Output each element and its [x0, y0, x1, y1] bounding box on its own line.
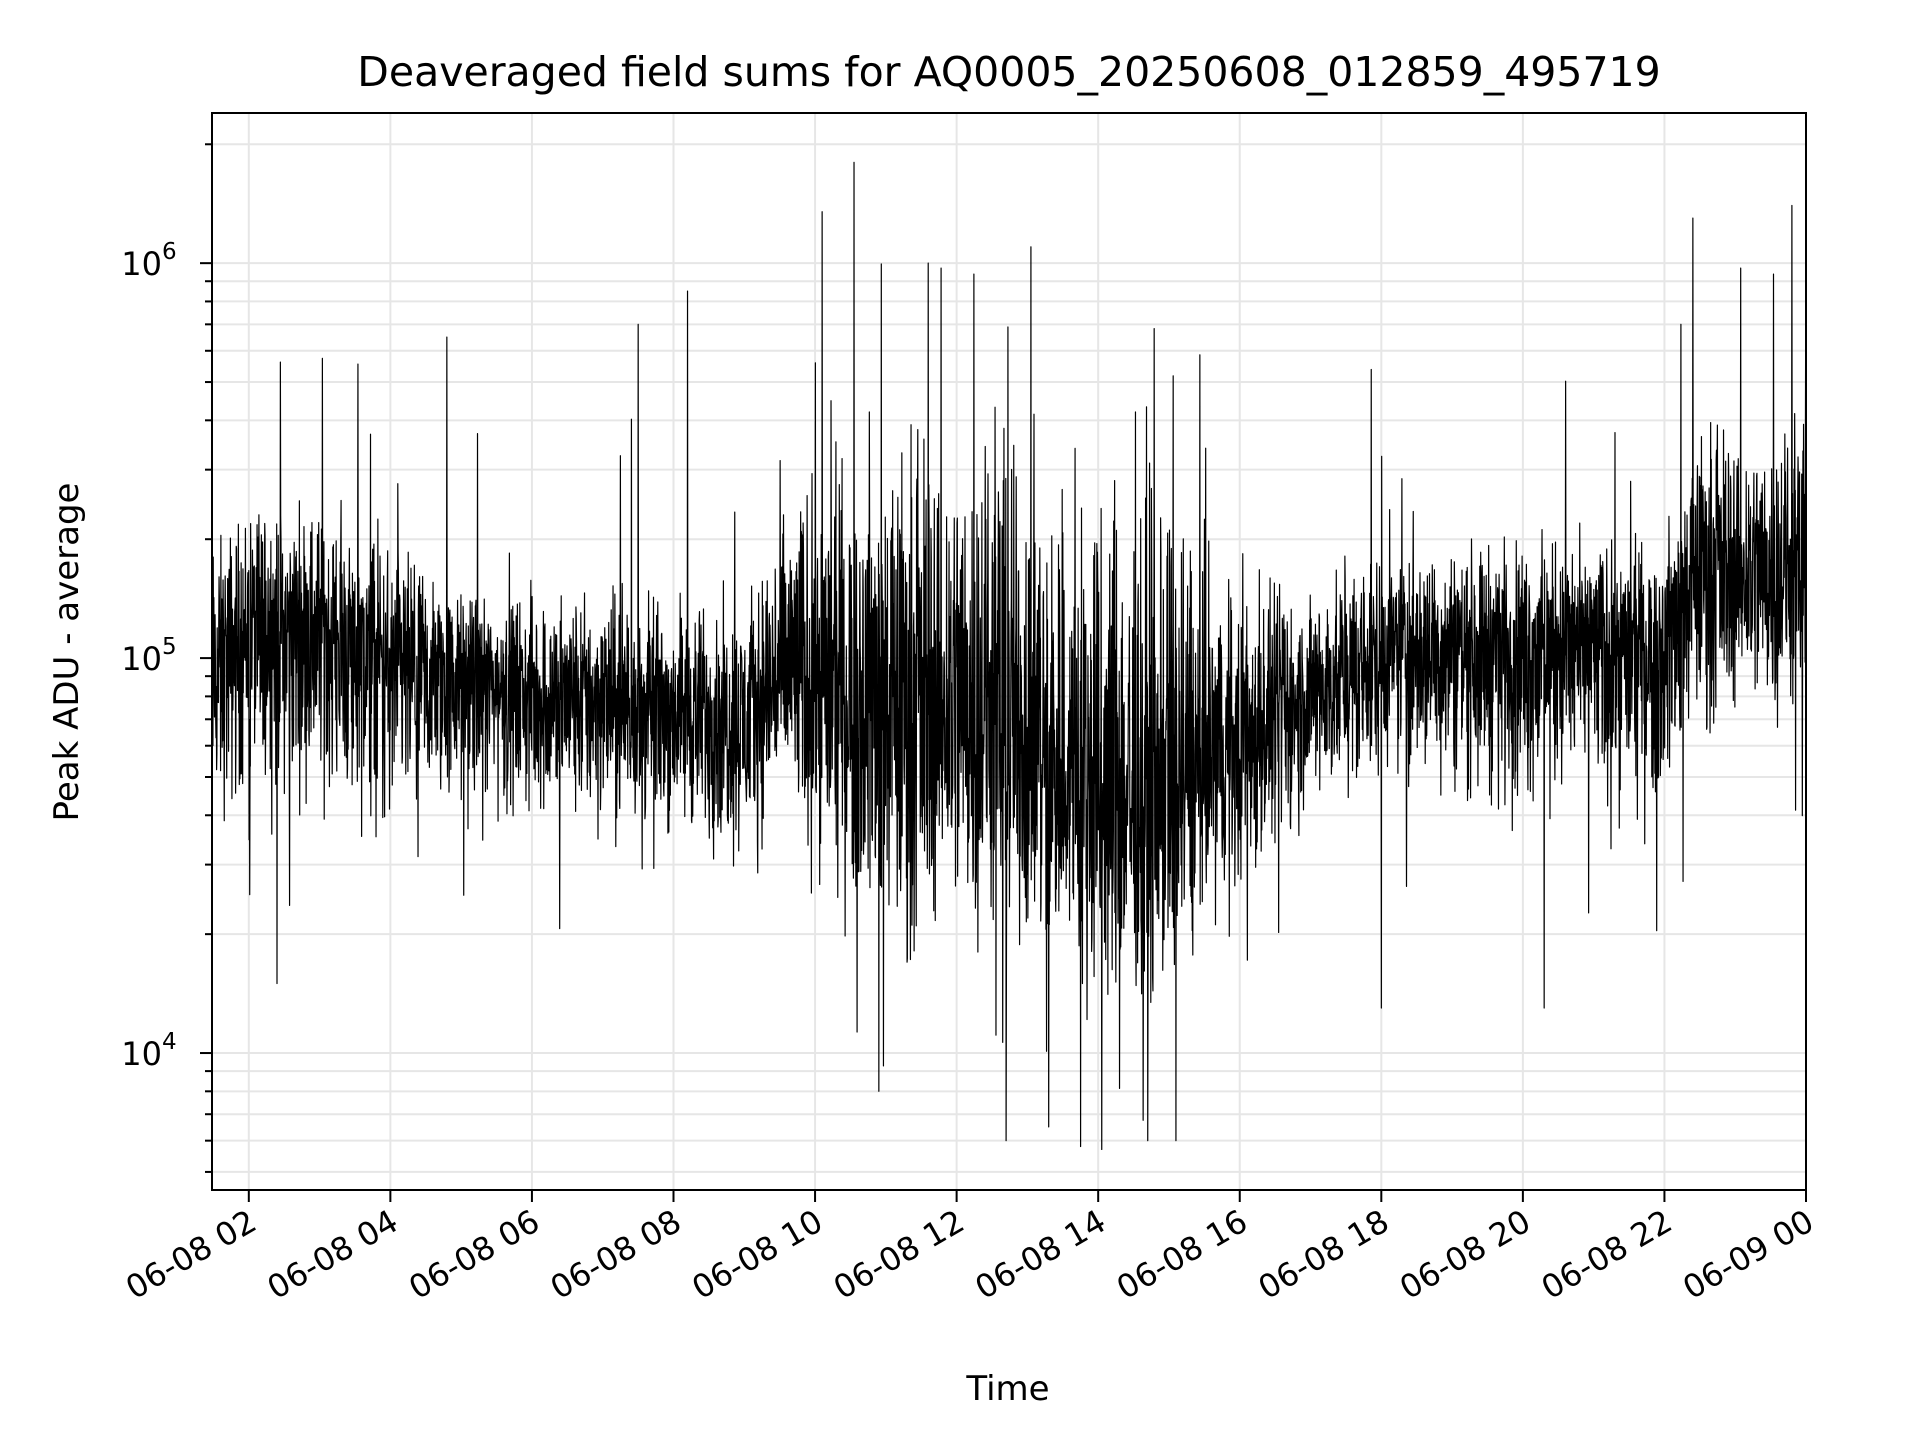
y-tick-base: 10 [121, 640, 162, 678]
x-axis-label: Time [965, 1369, 1049, 1409]
data-series [211, 161, 1807, 1151]
y-tick-label: 10 [121, 1035, 162, 1073]
y-tick-exponent: 4 [162, 1029, 177, 1055]
y-tick-label: 10 [121, 245, 162, 283]
plot-frame [211, 112, 1807, 1191]
y-axis-label: Peak ADU - average [47, 483, 87, 822]
axis-ticks [200, 143, 1807, 1202]
y-tick-base: 10 [121, 245, 162, 283]
series-line [211, 161, 1807, 1151]
chart-title: Deaveraged field sums for AQ0005_2025060… [357, 48, 1660, 96]
y-tick-exponent: 6 [162, 239, 177, 265]
y-tick-exponent: 5 [162, 634, 177, 660]
y-tick-label: 10 [121, 640, 162, 678]
y-tick-base: 10 [121, 1035, 162, 1073]
